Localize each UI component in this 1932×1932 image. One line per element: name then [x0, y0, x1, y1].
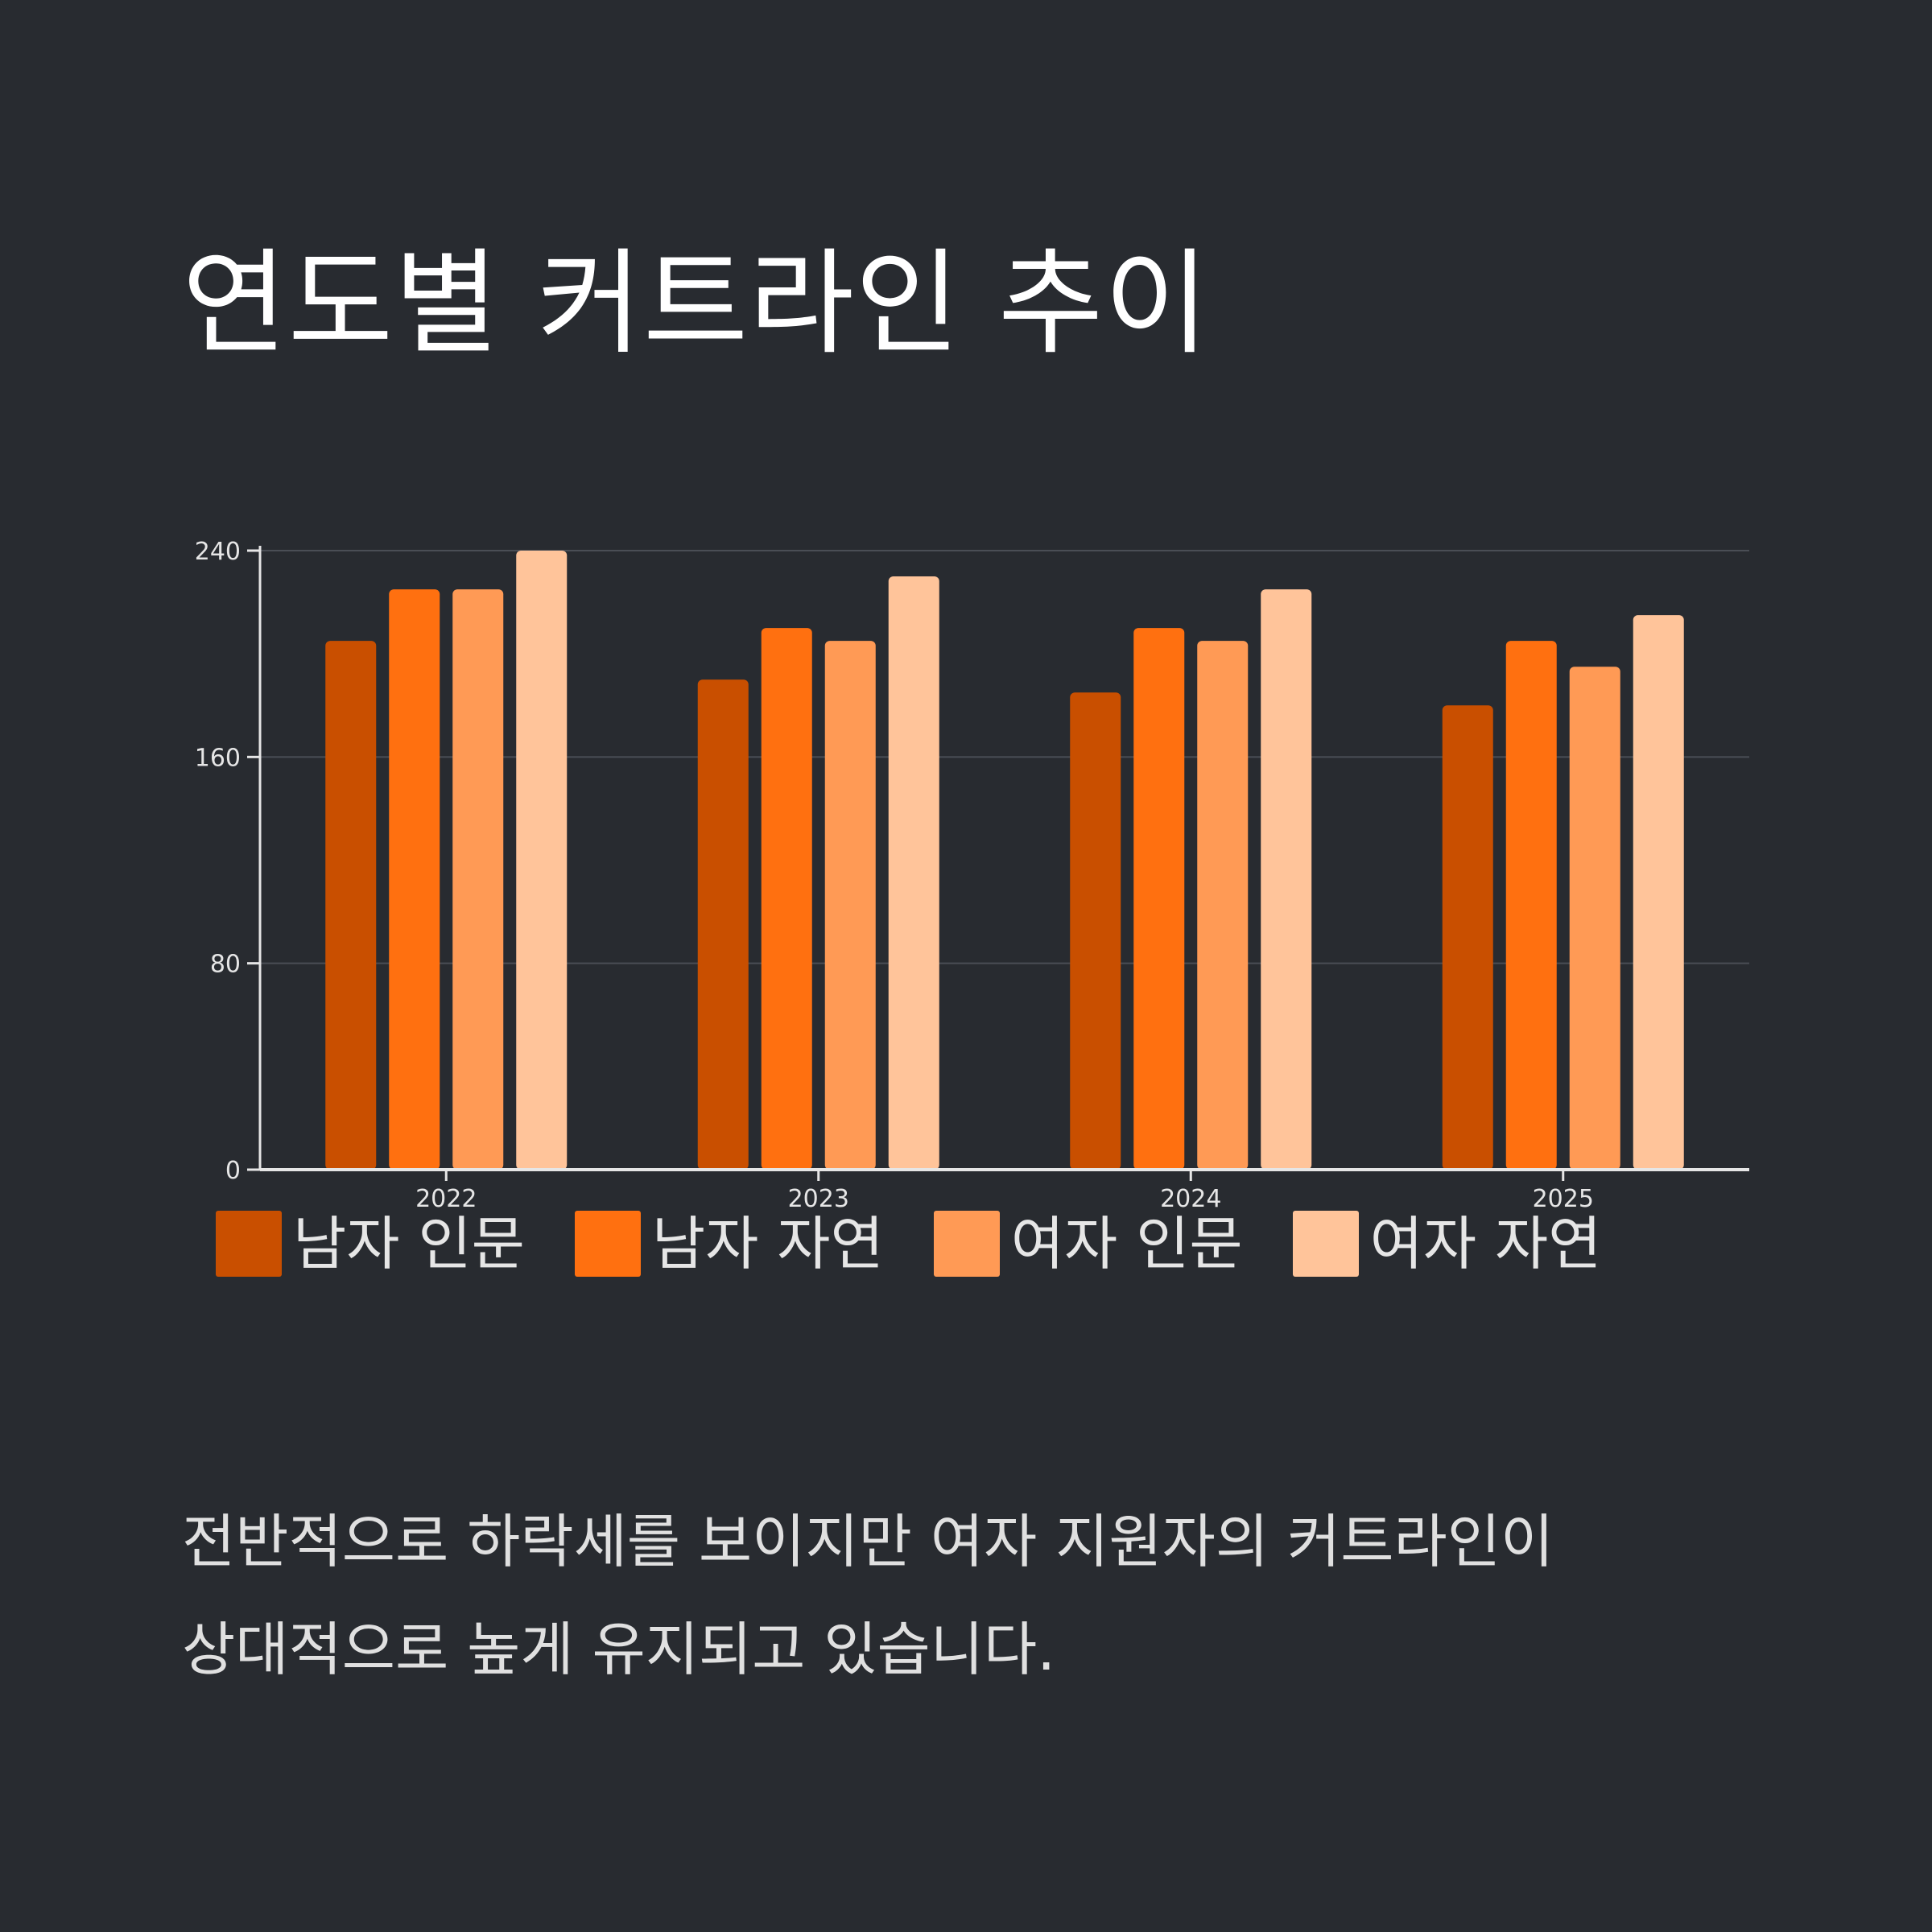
- caption-line-2: 상대적으로 높게 유지되고 있습니다.: [182, 1616, 1056, 1683]
- bar-2024-1: [1070, 692, 1121, 1170]
- x-tick-labels: 2022 2023 2024 2025: [415, 1185, 1594, 1213]
- bar-2022-1: [325, 641, 377, 1170]
- bar-chart: 0 80 160 240 2022 2023 2024 2025: [195, 538, 1749, 1213]
- chart-caption: 전반적으로 하락세를 보이지만 여자 지원자의 커트라인이 상대적으로 높게 유…: [182, 1488, 1792, 1703]
- bar-2022-4: [516, 551, 568, 1170]
- bars: [325, 551, 1684, 1170]
- y-tick-label: 160: [195, 744, 241, 772]
- bar-2025-2: [1505, 641, 1557, 1170]
- legend-label: 남자 인문: [293, 1210, 525, 1278]
- gridlines: [260, 550, 1749, 964]
- legend-item-4: 여자 자연: [1292, 1210, 1602, 1278]
- bar-2023-3: [824, 641, 876, 1170]
- bar-2022-3: [452, 589, 504, 1170]
- legend-item-1: 남자 인문: [216, 1211, 575, 1277]
- legend-swatch: [933, 1211, 1000, 1277]
- x-tick-label: 2024: [1160, 1185, 1221, 1213]
- legend-label: 여자 인문: [1010, 1210, 1243, 1278]
- x-tick-label: 2022: [415, 1185, 477, 1213]
- y-tick-label: 0: [225, 1157, 241, 1185]
- caption-line-1: 전반적으로 하락세를 보이지만 여자 지원자의 커트라인이: [182, 1508, 1554, 1575]
- bar-2022-2: [389, 589, 440, 1170]
- bar-2023-1: [697, 679, 749, 1170]
- bar-2024-3: [1197, 641, 1249, 1170]
- bar-2023-2: [761, 628, 812, 1170]
- legend-item-2: 남자 자연: [574, 1210, 934, 1278]
- bar-2025-3: [1569, 667, 1620, 1170]
- y-tick-labels: 0 80 160 240: [195, 538, 241, 1185]
- legend-item-3: 여자 인문: [933, 1210, 1293, 1278]
- chart-legend: 남자 인문 남자 자연 여자 인문 여자 자연: [216, 1206, 1601, 1282]
- legend-label: 여자 자연: [1369, 1210, 1602, 1278]
- bar-2025-4: [1633, 615, 1684, 1170]
- y-tick-label: 240: [195, 538, 241, 566]
- legend-swatch: [1292, 1211, 1359, 1277]
- axes: [247, 546, 1749, 1181]
- y-tick-label: 80: [210, 951, 241, 979]
- legend-swatch: [574, 1211, 641, 1277]
- bar-2024-2: [1133, 628, 1185, 1170]
- bar-2025-1: [1442, 705, 1493, 1170]
- bar-2024-4: [1261, 589, 1312, 1170]
- x-tick-label: 2023: [788, 1185, 849, 1213]
- bar-2023-4: [888, 576, 939, 1170]
- chart-title: 연도별 커트라인 추이: [182, 237, 1211, 370]
- legend-label: 남자 자연: [651, 1210, 884, 1278]
- x-tick-label: 2025: [1533, 1185, 1594, 1213]
- legend-swatch: [216, 1211, 282, 1277]
